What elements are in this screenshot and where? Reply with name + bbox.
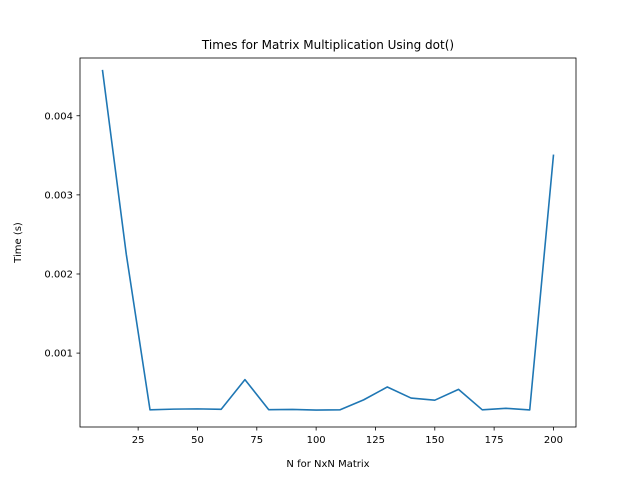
x-tick-label: 175 (485, 435, 504, 446)
y-tick-label: 0.003 (44, 190, 73, 201)
x-tick-label: 75 (250, 435, 263, 446)
chart-title: Times for Matrix Multiplication Using do… (201, 38, 454, 52)
y-tick-label: 0.004 (44, 111, 73, 122)
x-tick-label: 100 (307, 435, 326, 446)
y-tick-label: 0.001 (44, 349, 73, 360)
series-line (101, 69, 555, 411)
x-tick-label: 125 (366, 435, 385, 446)
y-axis-label: Time (s) (13, 222, 24, 264)
y-axis: 0.001 0.002 0.003 0.004 (44, 111, 80, 360)
y-tick-label: 0.002 (44, 269, 73, 280)
x-tick-label: 200 (544, 435, 563, 446)
x-tick-label: 25 (132, 435, 145, 446)
x-axis: 25 50 75 100 125 150 175 200 (132, 427, 563, 446)
x-axis-label: N for NxN Matrix (286, 459, 369, 470)
x-tick-label: 150 (425, 435, 444, 446)
plot-area (101, 69, 555, 411)
axes-frame (79, 57, 577, 428)
x-tick-label: 50 (191, 435, 204, 446)
